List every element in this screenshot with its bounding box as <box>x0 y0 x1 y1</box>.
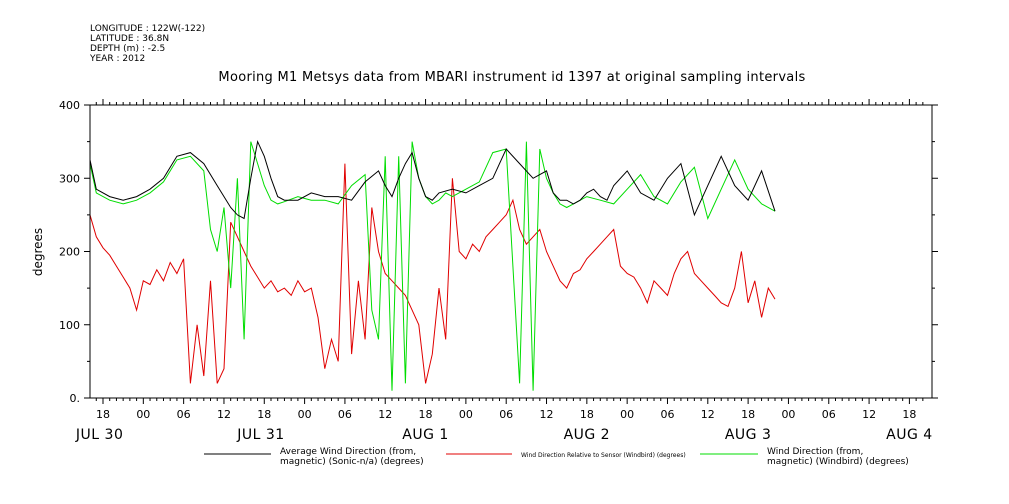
header-longitude: LONGITUDE : 122W(-122) <box>90 24 205 34</box>
x-date-label: JUL 30 <box>75 427 123 443</box>
legend-label-line1: Average Wind Direction (from, <box>280 447 416 457</box>
x-tick-label: 18 <box>902 408 916 421</box>
legend-label-line2: magnetic) (Sonic-n/a) (degrees) <box>280 457 424 467</box>
y-tick-label: 100 <box>59 319 80 332</box>
axes: 0. 100 200 300 400 18 00 06 12 18 00 06 12 18 00 06 12 18… <box>59 99 938 443</box>
x-tick-label: 18 <box>419 408 433 421</box>
y-tick-label: 300 <box>59 172 80 185</box>
x-tick-label: 12 <box>217 408 231 421</box>
x-tick-label: 18 <box>580 408 594 421</box>
x-tick-label: 06 <box>177 408 191 421</box>
y-tick-label: 400 <box>59 99 80 112</box>
chart-title: Mooring M1 Metsys data from MBARI instru… <box>218 70 805 85</box>
x-tick-label: 12 <box>701 408 715 421</box>
y-axis-label: degrees <box>31 228 45 276</box>
x-tick-label: 00 <box>136 408 150 421</box>
legend-label-line2: magnetic) (Windbird) (degrees) <box>767 457 909 467</box>
plot-frame <box>89 104 933 399</box>
x-date-label: AUG 2 <box>564 427 611 443</box>
legend-label: Wind Direction Relative to Sensor (Windb… <box>521 452 686 459</box>
x-date-label: AUG 1 <box>402 427 449 443</box>
x-tick-label: 00 <box>620 408 634 421</box>
x-tick-label: 12 <box>540 408 554 421</box>
x-tick-label: 12 <box>862 408 876 421</box>
header-year: YEAR : 2012 <box>89 54 145 64</box>
x-date-label: JUL 31 <box>236 427 284 443</box>
legend: Average Wind Direction (from,magnetic) (… <box>204 447 909 467</box>
x-date-label: AUG 3 <box>725 427 772 443</box>
series-line-average-wind-direction <box>89 139 776 220</box>
x-tick-label: 18 <box>96 408 110 421</box>
x-tick-label: 00 <box>459 408 473 421</box>
header-latitude: LATITUDE : 36.8N <box>90 34 169 44</box>
x-tick-label: 00 <box>298 408 312 421</box>
x-tick-label: 06 <box>499 408 513 421</box>
x-tick-label: 06 <box>338 408 352 421</box>
series-line-wind-direction-windbird <box>89 141 776 391</box>
series-line-wind-relative-to-sensor <box>89 163 776 384</box>
x-tick-label: 06 <box>660 408 674 421</box>
x-tick-label: 18 <box>741 408 755 421</box>
x-date-label: AUG 4 <box>886 427 933 443</box>
y-tick-label: 0. <box>70 392 81 405</box>
x-tick-label: 06 <box>822 408 836 421</box>
header-depth: DEPTH (m) : -2.5 <box>90 44 165 54</box>
x-tick-label: 18 <box>257 408 271 421</box>
x-tick-label: 12 <box>378 408 392 421</box>
x-tick-label: 00 <box>781 408 795 421</box>
legend-label-line1: Wind Direction (from, <box>767 447 863 457</box>
plot-series <box>89 139 776 391</box>
header-metadata: LONGITUDE : 122W(-122) LATITUDE : 36.8N … <box>89 24 205 64</box>
y-tick-label: 200 <box>59 246 80 259</box>
